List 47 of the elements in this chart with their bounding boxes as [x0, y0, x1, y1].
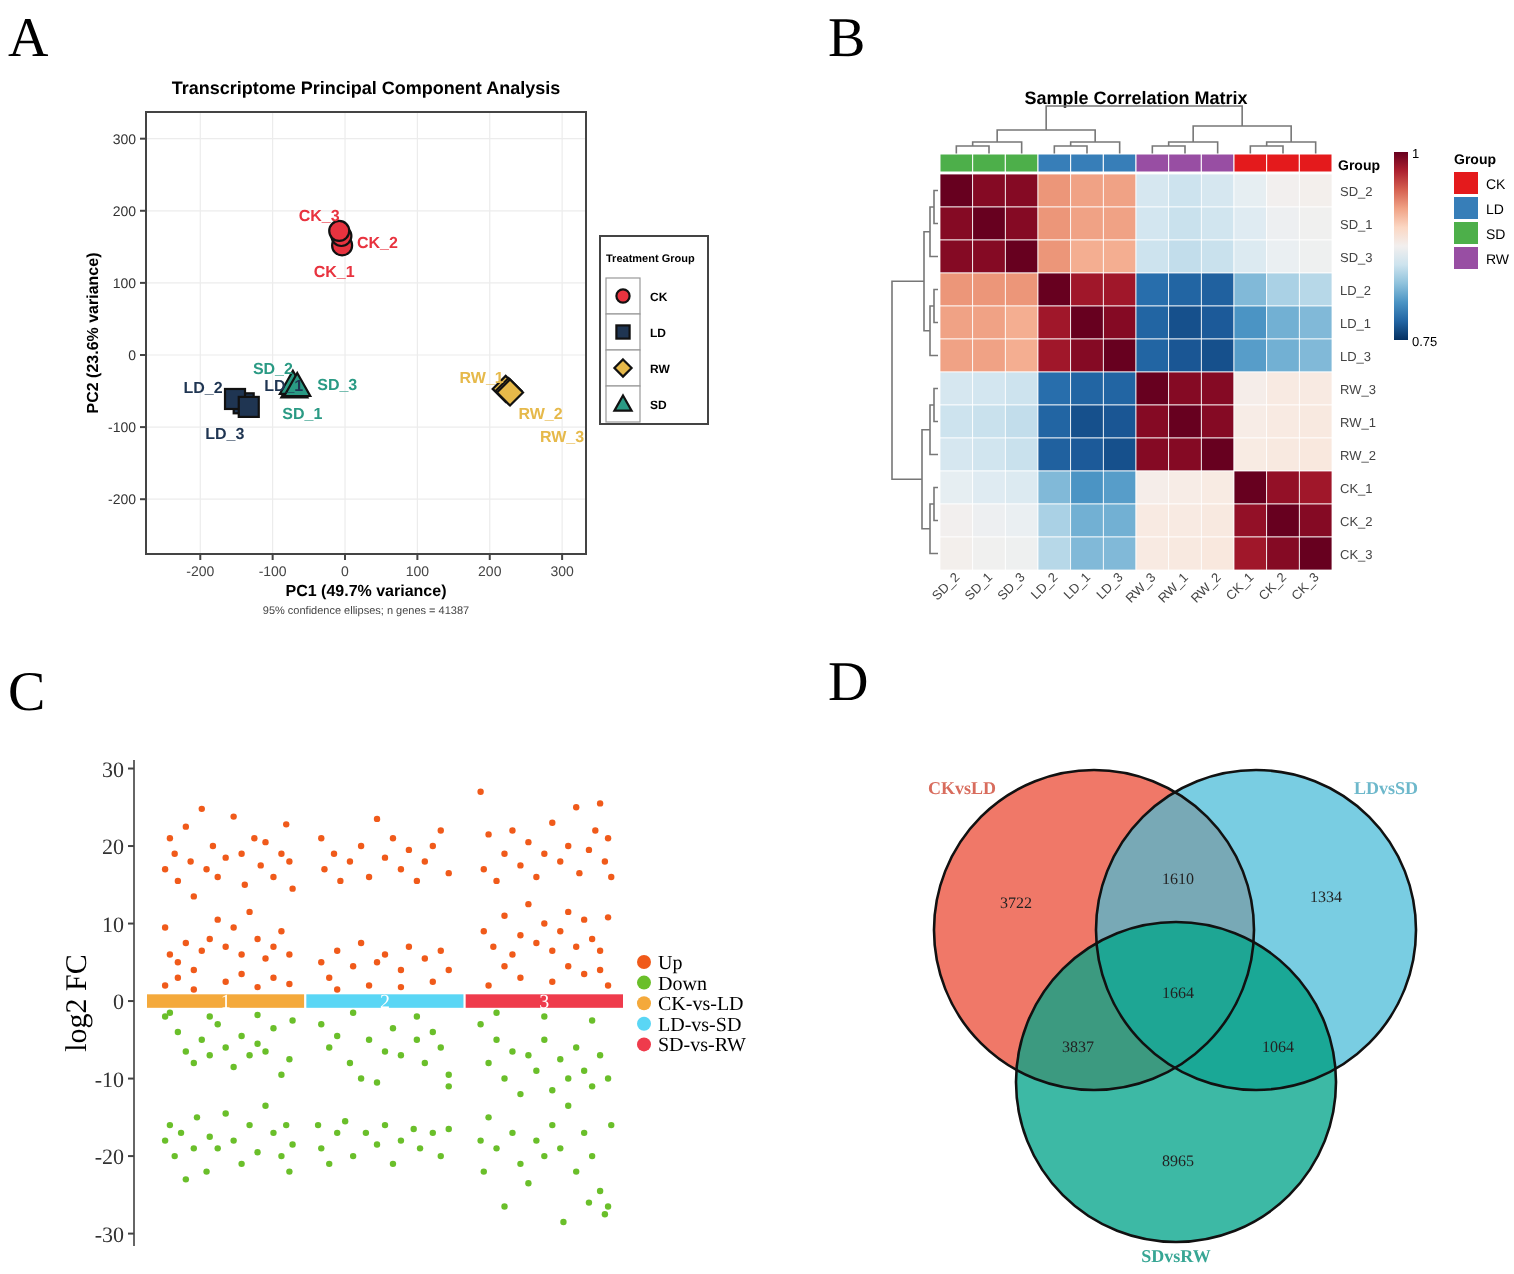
y-tick-label: 30	[102, 758, 125, 783]
x-tick-label: 3	[539, 992, 550, 1015]
text: B	[828, 8, 866, 70]
annotation: CK_1	[313, 263, 356, 282]
legend-label: CK-vs-LD	[658, 994, 744, 1017]
text: 3722	[1000, 894, 1032, 912]
annotation: SD_2	[252, 359, 295, 378]
y-axis-title: log2 FC	[62, 954, 94, 1052]
x-tick-label: 1	[220, 992, 231, 1015]
annotation: RW_3	[539, 428, 586, 447]
y-tick-label: -20	[94, 1146, 125, 1171]
text: 1664	[1162, 984, 1194, 1002]
text: 1064	[1262, 1038, 1294, 1056]
legend-label: LD-vs-SD	[658, 1014, 742, 1037]
y-tick-label: -10	[94, 1068, 125, 1093]
y-tick-label: -30	[94, 1223, 125, 1248]
x-tick-label: 2	[380, 992, 390, 1015]
y-axis-title: PC2 (23.6% variance)	[84, 251, 102, 414]
annotation: CK_2	[356, 234, 399, 253]
chart-title: Transcriptome Principal Component Analysis	[171, 78, 561, 98]
y-tick-label: 20	[102, 836, 125, 861]
annotation: LD_2	[183, 378, 224, 397]
y-tick-label: 10	[102, 913, 125, 938]
point	[237, 395, 260, 419]
legend-label: Down	[658, 973, 707, 996]
text: C	[8, 662, 46, 724]
annotation: LD_1	[264, 377, 305, 396]
chart-title: Sample Correlation Matrix	[1024, 88, 1248, 108]
annotation: LD_3	[205, 424, 246, 443]
text: 3837	[1062, 1038, 1094, 1056]
annotation: SD_1	[282, 405, 324, 424]
x-axis-title: PC1 (49.7% variance)	[285, 582, 448, 600]
text: 1334	[1310, 888, 1342, 906]
text: D	[828, 652, 869, 714]
text: 8965	[1162, 1152, 1194, 1170]
point	[328, 219, 351, 243]
annotation: RW_2	[518, 405, 564, 424]
legend-label: Up	[658, 953, 683, 975]
text: CKvsLD	[927, 778, 997, 798]
text: LDvsSD	[1353, 778, 1419, 798]
annotation: RW_1	[459, 368, 505, 387]
text: A	[8, 8, 50, 70]
annotation: SD_3	[317, 376, 359, 394]
legend-label: SD-vs-RW	[658, 1035, 747, 1058]
annotation: CK_3	[298, 206, 341, 225]
text: 1610	[1162, 870, 1194, 888]
text: SDvsRW	[1141, 1246, 1211, 1266]
